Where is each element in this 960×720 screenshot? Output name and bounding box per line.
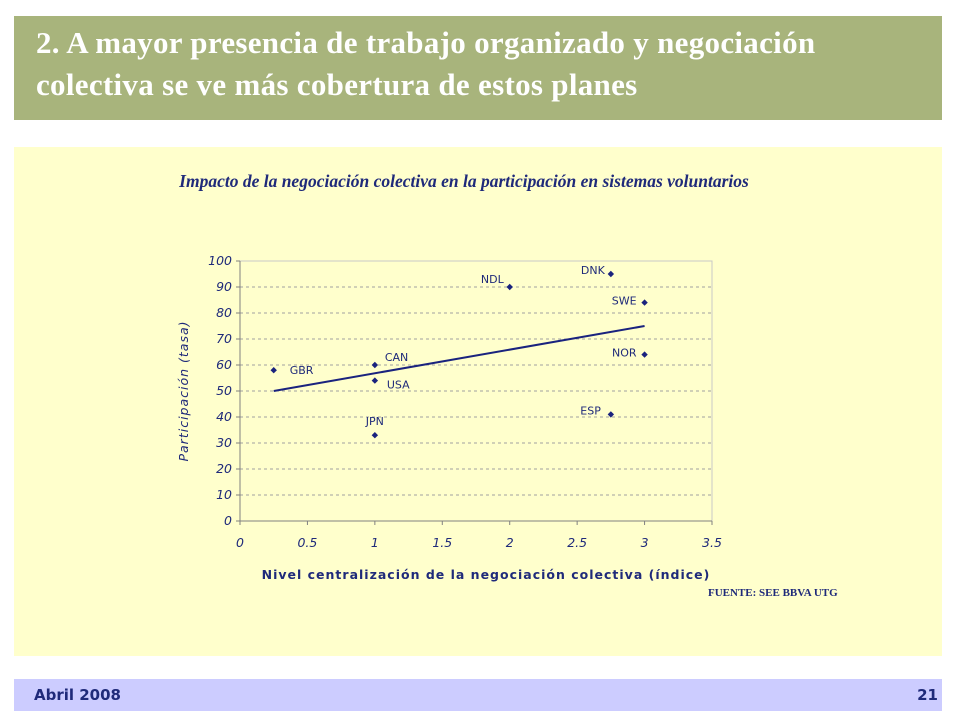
y-tick-label: 80 [216, 305, 232, 320]
y-tick-label: 50 [216, 383, 232, 398]
x-tick-label: 0 [236, 535, 244, 550]
y-tick-label: 90 [216, 279, 232, 294]
data-label-dnk: DNK [581, 264, 606, 277]
y-tick-label: 70 [216, 331, 232, 346]
x-tick-label: 2.5 [567, 535, 587, 550]
data-label-gbr: GBR [290, 364, 314, 377]
data-point-esp [607, 411, 615, 418]
x-tick-label: 0.5 [297, 535, 317, 550]
data-label-usa: USA [387, 379, 410, 392]
data-point-ndl [506, 283, 513, 291]
chart-panel: Impacto de la negociación colectiva en l… [14, 147, 942, 656]
y-tick-label: 0 [224, 513, 232, 528]
y-tick-label: 40 [216, 409, 232, 424]
slide-title: 2. A mayor presencia de trabajo organiza… [36, 25, 816, 102]
data-point-usa [371, 377, 379, 384]
chart-title: Impacto de la negociación colectiva en l… [179, 171, 749, 191]
data-point-jpn [371, 432, 379, 439]
x-tick-label: 1.5 [432, 535, 452, 550]
x-tick-label: 3 [641, 535, 649, 550]
source-note: FUENTE: SEE BBVA UTG [708, 587, 838, 599]
x-tick-label: 1 [371, 535, 379, 550]
footer-date: Abril 2008 [34, 686, 121, 704]
data-label-nor: NOR [612, 347, 637, 360]
x-axis-title: Nivel centralización de la negociación c… [262, 567, 711, 582]
slide-header: 2. A mayor presencia de trabajo organiza… [14, 16, 942, 120]
scatter-chart: 0 10 20 30 40 50 60 70 80 90 100 0 0.5 1 1.5 2 2.5 3 3.5 Ni… [176, 253, 722, 582]
y-tick-label: 10 [216, 487, 232, 502]
data-point-dnk [607, 270, 615, 278]
data-point-gbr [270, 367, 277, 374]
data-point-nor [641, 351, 648, 358]
data-label-can: CAN [385, 351, 408, 364]
data-label-swe: SWE [612, 295, 637, 308]
y-tick-label: 60 [216, 357, 232, 372]
y-tick-label: 30 [216, 435, 232, 450]
data-label-jpn: JPN [365, 415, 384, 428]
page-number: 21 [917, 686, 938, 704]
data-point-can [371, 361, 379, 369]
x-tick-label: 2 [506, 535, 514, 550]
slide-footer: Abril 2008 21 [14, 679, 942, 711]
data-label-ndl: NDL [481, 273, 505, 286]
data-label-esp: ESP [580, 404, 601, 417]
y-tick-label: 100 [208, 253, 232, 268]
data-point-swe [641, 299, 648, 306]
trendline [273, 325, 645, 392]
y-tick-label: 20 [216, 461, 232, 476]
x-tick-label: 3.5 [702, 535, 722, 550]
y-axis-title: Participación (tasa) [176, 320, 191, 461]
